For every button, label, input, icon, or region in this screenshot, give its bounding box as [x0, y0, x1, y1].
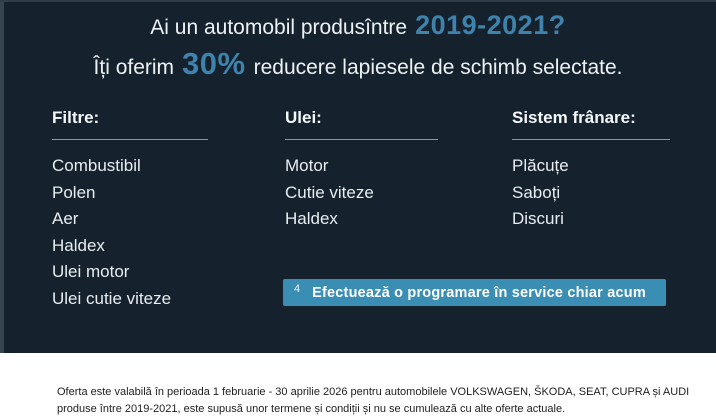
column-ulei-items: Motor Cutie viteze Haldex — [285, 153, 485, 233]
headline-line2: Îți oferim 30% reducere lapiesele de sch… — [0, 46, 716, 82]
headline-line2-prefix: Îți oferim — [94, 56, 175, 80]
column-ulei: Ulei: Motor Cutie viteze Haldex — [285, 108, 485, 233]
list-item: Plăcuțe — [512, 153, 692, 180]
disclaimer-line2: produse între 2019-2021, este supusă uno… — [57, 401, 697, 417]
list-item: Haldex — [52, 233, 267, 260]
headline-line1-text: Ai un automobil produsîntre — [150, 16, 407, 40]
column-filtre: Filtre: Combustibil Polen Aer Haldex Ule… — [52, 108, 267, 312]
cta-button[interactable]: 4 Efectuează o programare în service chi… — [283, 279, 666, 306]
list-item: Motor — [285, 153, 485, 180]
list-item: Combustibil — [52, 153, 267, 180]
list-item: Aer — [52, 206, 267, 233]
list-item: Saboți — [512, 180, 692, 207]
column-sistem-franare-title: Sistem frânare: — [512, 108, 692, 139]
column-ulei-title: Ulei: — [285, 108, 485, 139]
promo-banner: Ai un automobil produsîntre 2019-2021? Î… — [0, 0, 716, 353]
headline: Ai un automobil produsîntre 2019-2021? Î… — [0, 10, 716, 82]
column-filtre-underline — [52, 139, 208, 140]
headline-line1: Ai un automobil produsîntre 2019-2021? — [0, 10, 716, 41]
discount-percent: 30% — [182, 46, 246, 82]
headline-years-highlight: 2019-2021? — [415, 10, 566, 41]
banner-top-edge — [0, 0, 716, 2]
column-filtre-title: Filtre: — [52, 108, 267, 139]
disclaimer-line1: Oferta este valabilă în perioada 1 febru… — [57, 384, 697, 401]
column-filtre-items: Combustibil Polen Aer Haldex Ulei motor … — [52, 153, 267, 312]
list-item: Polen — [52, 180, 267, 207]
footnote-marker: 4 — [294, 283, 300, 295]
list-item: Ulei motor — [52, 259, 267, 286]
column-sistem-franare-underline — [512, 139, 670, 140]
column-sistem-franare-items: Plăcuțe Saboți Discuri — [512, 153, 692, 233]
list-item: Discuri — [512, 206, 692, 233]
column-sistem-franare: Sistem frânare: Plăcuțe Saboți Discuri — [512, 108, 692, 233]
column-ulei-underline — [285, 139, 438, 140]
list-item: Haldex — [285, 206, 485, 233]
list-item: Ulei cutie viteze — [52, 286, 267, 313]
headline-line2-suffix: reducere lapiesele de schimb selectate. — [254, 56, 623, 80]
list-item: Cutie viteze — [285, 180, 485, 207]
cta-label: Efectuează o programare în service chiar… — [312, 285, 646, 301]
disclaimer: Oferta este valabilă în perioada 1 febru… — [57, 384, 697, 417]
